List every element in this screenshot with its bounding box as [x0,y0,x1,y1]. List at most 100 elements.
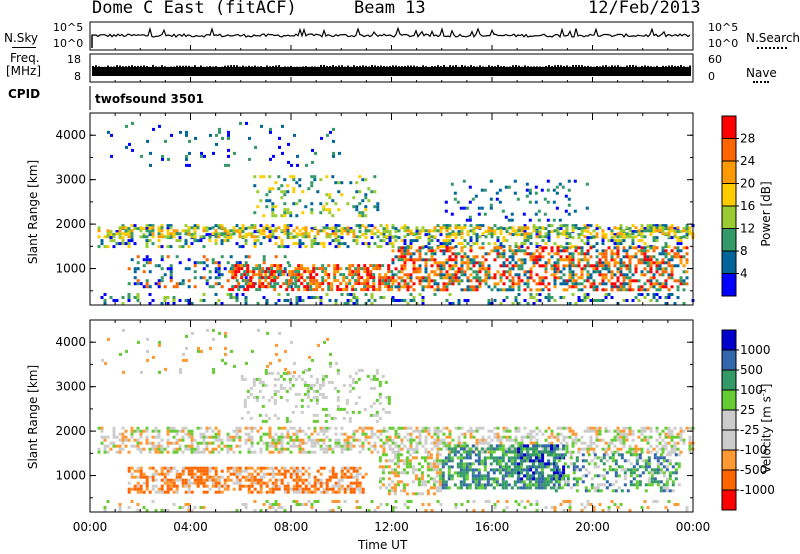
freq-jitter-mark [230,65,232,68]
heatmap-pixel [541,288,545,292]
freq-jitter-mark [683,66,685,69]
heatmap-pixel [121,236,125,240]
heatmap-pixel [415,429,419,433]
heatmap-pixel [685,227,689,231]
heatmap-pixel [433,258,437,262]
heatmap-pixel [604,450,608,454]
heatmap-pixel [157,472,161,476]
heatmap-pixel [248,136,251,140]
heatmap-pixel [214,293,218,296]
heatmap-pixel [358,226,362,230]
heatmap-pixel [405,492,409,496]
heatmap-pixel [355,500,359,503]
heatmap-pixel [340,293,344,296]
heatmap-pixel [529,435,533,439]
heatmap-pixel [154,444,158,448]
heatmap-pixel [625,288,629,292]
heatmap-pixel [495,444,499,448]
heatmap-pixel [565,282,569,286]
heatmap-pixel [298,438,302,442]
heatmap-pixel [637,285,641,289]
heatmap-pixel [265,447,269,451]
heatmap-pixel [478,282,482,286]
freq-jitter-mark [110,66,112,69]
heatmap-pixel [673,264,677,268]
heatmap-pixel [568,279,572,283]
heatmap-pixel [559,432,563,436]
heatmap-pixel [369,285,373,289]
heatmap-pixel [163,478,167,482]
heatmap-pixel [131,121,134,125]
heatmap-pixel [426,468,430,472]
heatmap-pixel [574,226,578,230]
heatmap-pixel [304,205,308,209]
heatmap-pixel [193,478,197,482]
heatmap-pixel [228,270,232,274]
heatmap-pixel [580,227,584,231]
heatmap-pixel [346,299,350,302]
heatmap-pixel [423,483,427,487]
heatmap-pixel [439,230,443,234]
heatmap-pixel [507,218,511,222]
heatmap-pixel [306,270,310,274]
heatmap-pixel [163,447,167,451]
heatmap-pixel [253,426,257,430]
heatmap-pixel [499,255,503,259]
heatmap-pixel [469,435,473,439]
heatmap-pixel [220,239,224,243]
heatmap-pixel [217,299,221,302]
cpid-value: twofsound 3501 [95,92,204,106]
heatmap-pixel [337,208,341,212]
heatmap-pixel [652,236,656,240]
heatmap-pixel [250,426,254,430]
heatmap-pixel [128,142,131,146]
heatmap-pixel [148,293,152,296]
heatmap-pixel [376,235,380,239]
heatmap-pixel [382,426,386,430]
freq-jitter-mark [191,66,193,69]
heatmap-pixel [403,249,407,253]
heatmap-pixel [466,288,470,292]
heatmap-pixel [343,432,347,436]
heatmap-pixel [481,224,485,228]
heatmap-pixel [411,456,415,460]
heatmap-pixel [139,484,143,488]
heatmap-pixel [409,500,413,503]
freq-jitter-mark [527,66,529,69]
heatmap-pixel [529,503,533,506]
heatmap-pixel [622,249,626,253]
heatmap-pixel [313,481,317,485]
heatmap-pixel [103,447,107,451]
heatmap-pixel [496,282,500,286]
heatmap-pixel [187,506,191,509]
heatmap-pixel [387,285,391,289]
heatmap-pixel [187,466,191,470]
freq-jitter-mark [665,66,667,69]
heatmap-pixel [447,456,451,460]
heatmap-pixel [217,444,221,448]
heatmap-pixel [406,249,410,253]
heatmap-pixel [205,475,209,479]
heatmap-pixel [400,264,404,268]
freq-jitter-mark [239,66,241,69]
heatmap-pixel [498,468,502,472]
heatmap-pixel [634,230,638,234]
heatmap-pixel [130,232,134,236]
heatmap-pixel [361,178,365,182]
heatmap-pixel [310,208,314,212]
heatmap-pixel [334,426,338,430]
heatmap-pixel [313,441,317,445]
heatmap-pixel [271,202,275,206]
heatmap-pixel [595,426,599,430]
heatmap-pixel [160,444,164,448]
heatmap-pixel [211,258,215,262]
heatmap-pixel [331,475,335,479]
heatmap-pixel [640,232,644,236]
heatmap-pixel [271,205,275,209]
heatmap-pixel [460,261,464,265]
heatmap-pixel [336,285,340,289]
heatmap-pixel [163,466,167,470]
heatmap-pixel [505,426,509,430]
heatmap-pixel [297,276,301,280]
heatmap-pixel [163,296,167,299]
